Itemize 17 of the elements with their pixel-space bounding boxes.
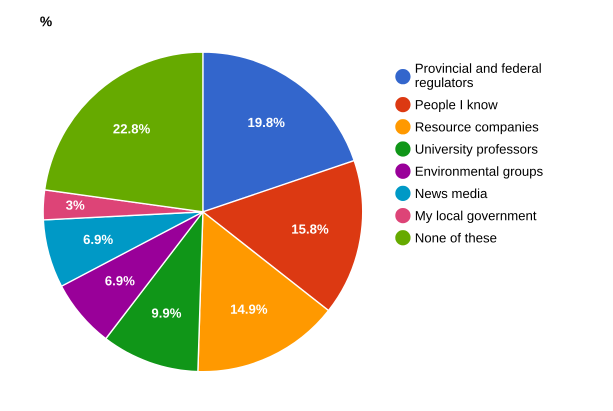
- legend-label: News media: [416, 188, 488, 198]
- chart-title: %: [40, 16, 52, 26]
- data-label: 3%: [66, 200, 84, 210]
- legend-label: Resource companies: [416, 122, 538, 134]
- legend-label: People I know: [416, 100, 498, 112]
- data-label: 22.8%: [113, 124, 150, 134]
- data-label: 6.9%: [84, 234, 113, 244]
- data-label: 19.8%: [248, 118, 285, 128]
- legend-label: My local government: [416, 210, 536, 223]
- data-label: 14.9%: [230, 304, 268, 314]
- legend-label: Provincial and federal regulators: [416, 63, 541, 90]
- data-label: 9.9%: [152, 308, 182, 318]
- data-label: 6.9%: [105, 276, 135, 286]
- data-label: 15.8%: [292, 224, 328, 234]
- legend-label: University professors: [416, 144, 538, 156]
- legend-label: Environmental groups: [416, 166, 543, 179]
- legend-label: None of these: [416, 232, 496, 243]
